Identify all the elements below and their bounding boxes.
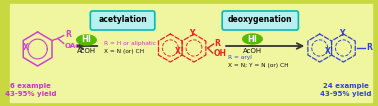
Text: X = N (or) CH: X = N (or) CH bbox=[104, 49, 144, 54]
Text: HI: HI bbox=[82, 36, 91, 45]
Text: OAc: OAc bbox=[65, 43, 80, 49]
Text: R = H or aliphatic: R = H or aliphatic bbox=[104, 40, 156, 45]
Text: HI: HI bbox=[248, 34, 257, 43]
Text: AcOH: AcOH bbox=[77, 48, 96, 54]
Text: acetylation: acetylation bbox=[98, 15, 147, 24]
Ellipse shape bbox=[77, 35, 96, 45]
Text: deoxygenation: deoxygenation bbox=[228, 15, 293, 24]
Text: R: R bbox=[215, 38, 220, 47]
Text: Y: Y bbox=[189, 29, 195, 38]
Text: OH: OH bbox=[214, 50, 227, 59]
Text: 43-95% yield: 43-95% yield bbox=[321, 91, 372, 97]
Text: R: R bbox=[366, 43, 372, 52]
Text: 24 example: 24 example bbox=[323, 83, 369, 89]
Text: AcOH: AcOH bbox=[243, 48, 262, 54]
Ellipse shape bbox=[243, 34, 262, 44]
Text: X = N; Y = N (or) CH: X = N; Y = N (or) CH bbox=[228, 63, 289, 68]
Text: R = aryl: R = aryl bbox=[228, 56, 252, 61]
Text: X: X bbox=[23, 43, 29, 52]
Text: R: R bbox=[66, 30, 71, 39]
Text: X: X bbox=[175, 47, 181, 56]
Text: Y: Y bbox=[339, 29, 344, 38]
FancyBboxPatch shape bbox=[222, 11, 298, 30]
Text: 6 example: 6 example bbox=[10, 83, 51, 89]
Text: 43-95% yield: 43-95% yield bbox=[5, 91, 57, 97]
Text: X: X bbox=[325, 47, 331, 56]
FancyBboxPatch shape bbox=[90, 11, 155, 30]
